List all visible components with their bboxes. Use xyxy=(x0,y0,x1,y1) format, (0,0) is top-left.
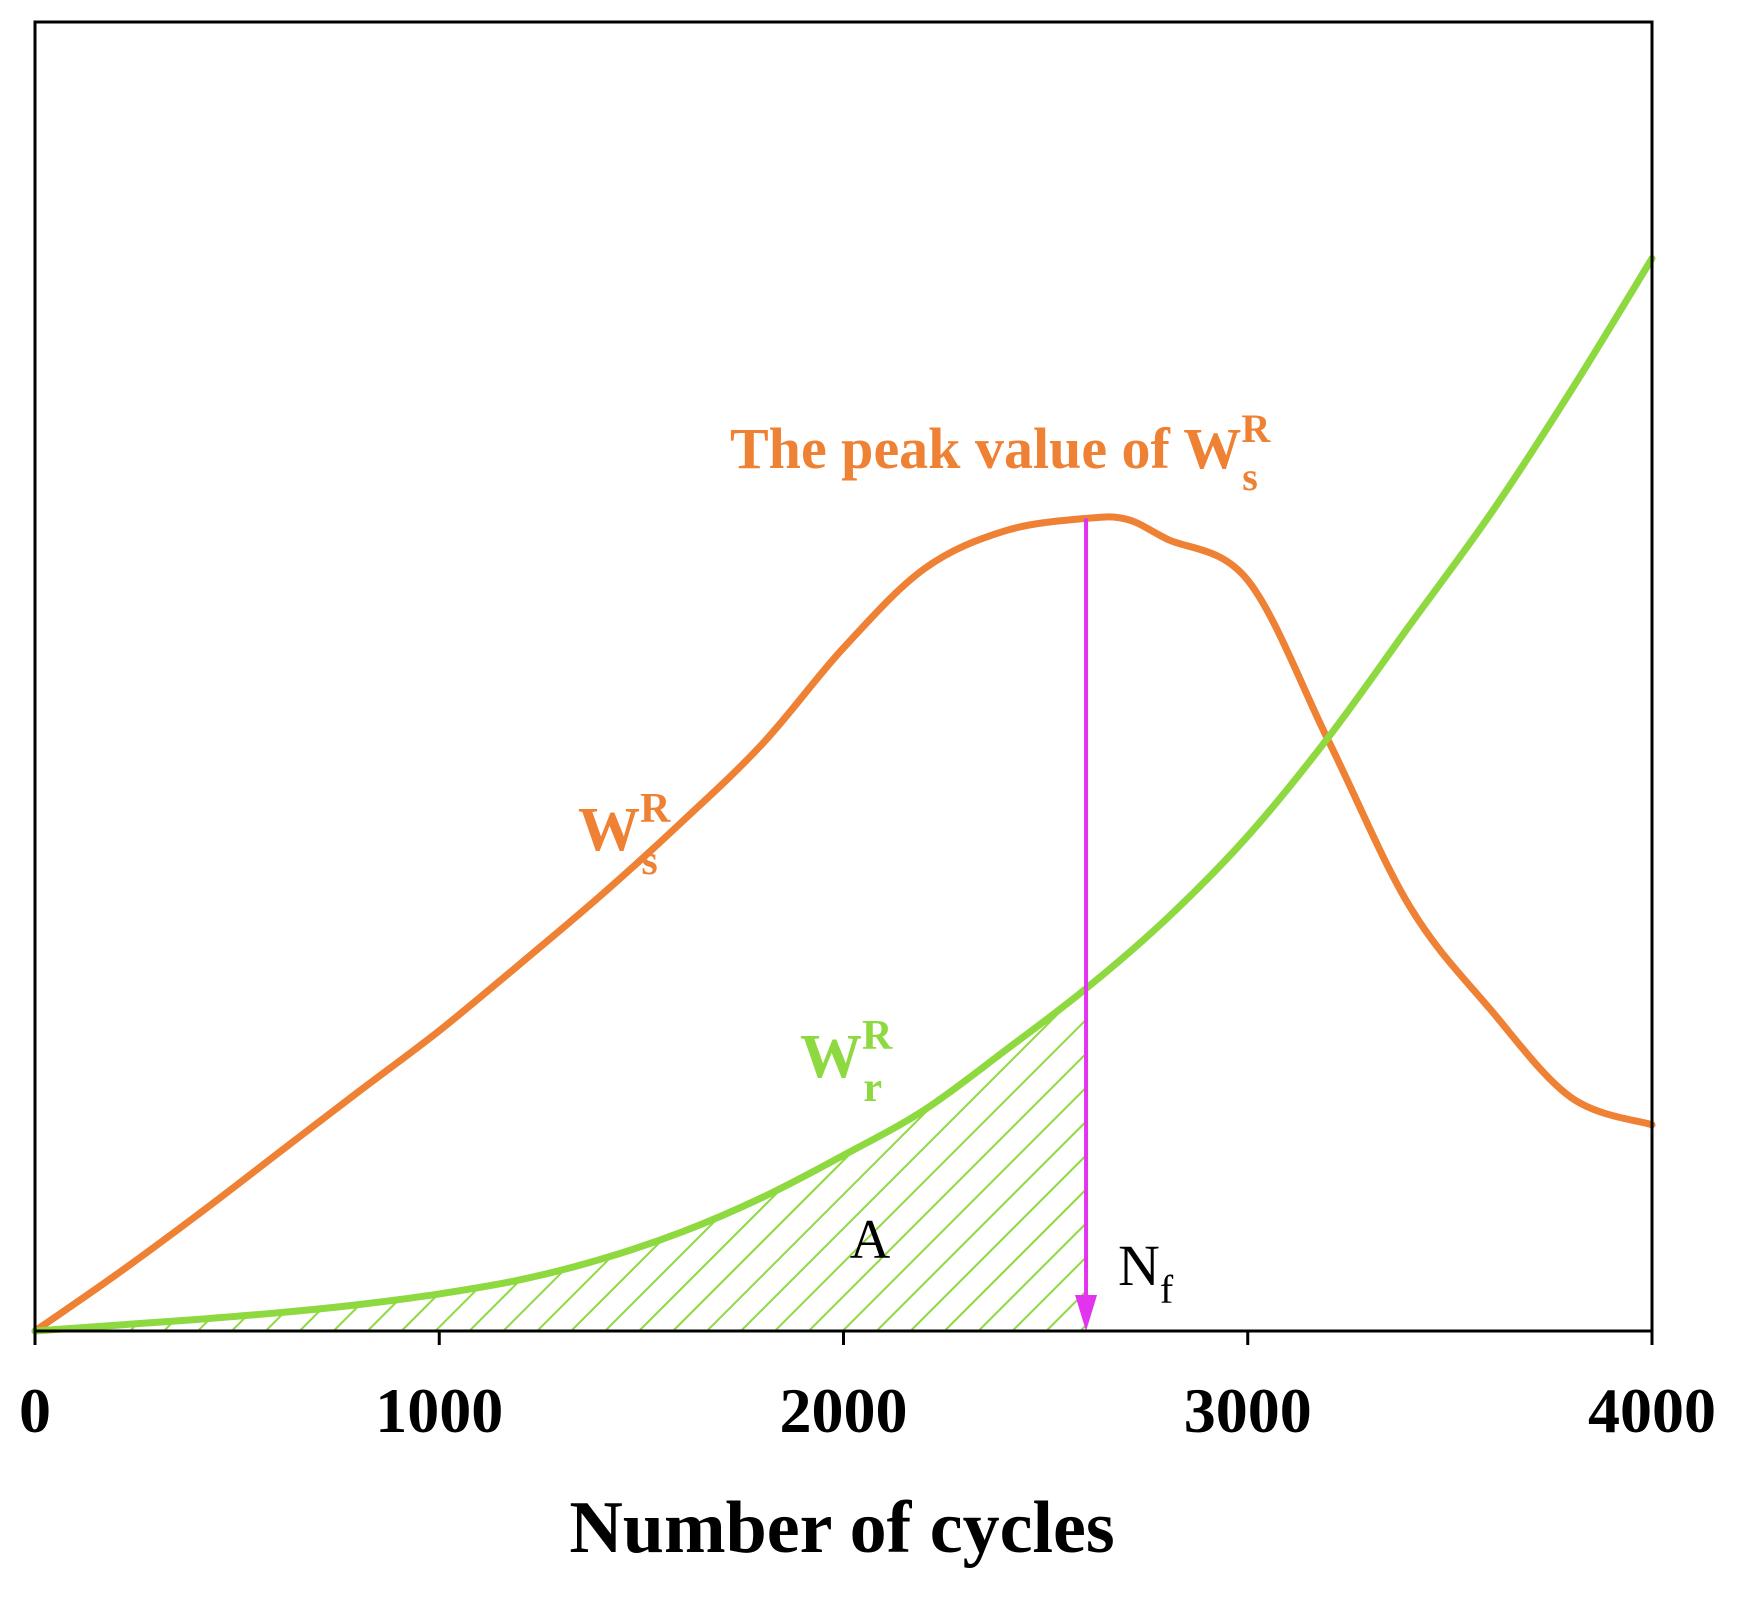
nf-arrow-head xyxy=(1075,1295,1098,1331)
x-tick-label-4000: 4000 xyxy=(1588,1375,1716,1446)
x-axis-title: Number of cycles xyxy=(569,1487,1114,1569)
wr-series-line xyxy=(31,255,1656,1335)
x-axis-tick-labels: 0 1000 2000 3000 4000 xyxy=(19,1375,1716,1446)
wr-label-main: W xyxy=(800,1023,862,1091)
wr-series-label: WR r xyxy=(800,1013,893,1111)
hatched-area-a xyxy=(35,988,1086,1331)
ws-label-sup: R xyxy=(640,786,671,832)
nf-label-main: N xyxy=(1118,1233,1160,1298)
x-tick-label-0: 0 xyxy=(19,1375,51,1446)
ws-label-sub: s xyxy=(641,838,657,884)
peak-annotation-text: The peak value of W xyxy=(730,416,1241,481)
ws-series-label: WR s xyxy=(578,786,671,884)
nf-label-sub: f xyxy=(1160,1267,1174,1312)
peak-annotation-sup: R xyxy=(1241,406,1271,451)
wr-label-sup: R xyxy=(862,1013,893,1059)
x-tick-label-3000: 3000 xyxy=(1184,1375,1312,1446)
ws-label-main: W xyxy=(578,796,640,864)
nf-label: Nf xyxy=(1118,1233,1174,1312)
peak-annotation-sub: s xyxy=(1242,454,1258,499)
plot-frame xyxy=(33,20,1654,1333)
ws-series-line xyxy=(31,513,1656,1335)
area-label: A xyxy=(850,1209,891,1271)
x-tick-label-2000: 2000 xyxy=(780,1375,908,1446)
x-axis-ticks xyxy=(33,1331,1654,1345)
wr-label-sub: r xyxy=(863,1065,882,1111)
peak-annotation: The peak value of WR s xyxy=(730,406,1271,499)
x-tick-label-1000: 1000 xyxy=(375,1375,503,1446)
plot-area xyxy=(31,255,1656,1335)
